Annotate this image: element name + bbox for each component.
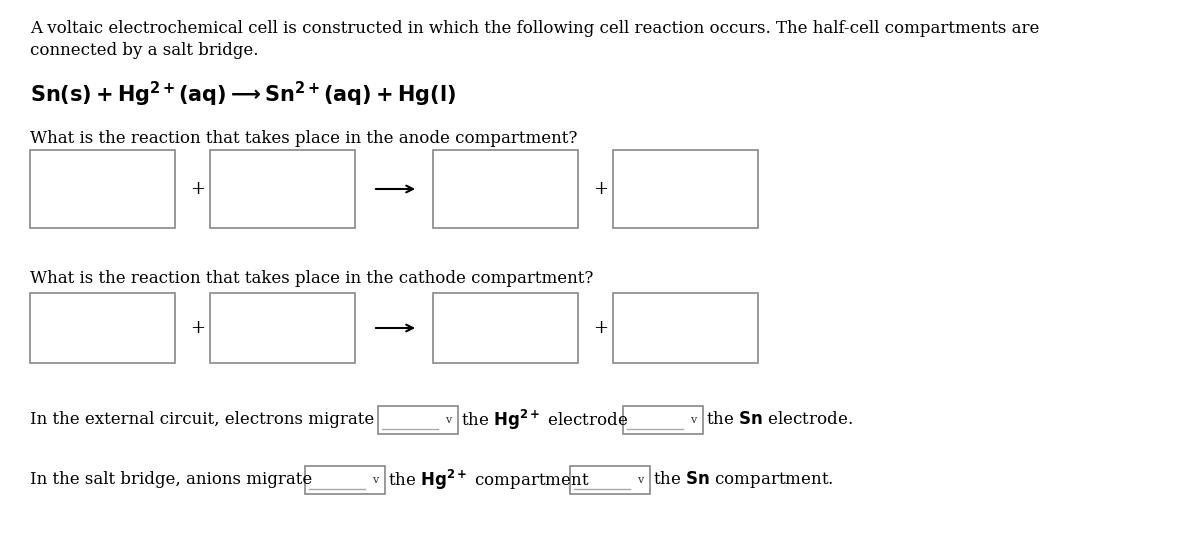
- Bar: [433, 150, 578, 228]
- Text: the $\mathbf{Sn}$ compartment.: the $\mathbf{Sn}$ compartment.: [653, 470, 834, 491]
- Text: In the external circuit, electrons migrate: In the external circuit, electrons migra…: [30, 411, 374, 428]
- Text: connected by a salt bridge.: connected by a salt bridge.: [30, 42, 258, 59]
- Text: What is the reaction that takes place in the cathode compartment?: What is the reaction that takes place in…: [30, 270, 593, 287]
- Bar: [30, 293, 175, 363]
- Text: +: +: [190, 180, 205, 198]
- Bar: [305, 466, 385, 494]
- Text: v: v: [372, 475, 378, 485]
- Text: v: v: [690, 415, 696, 425]
- Text: In the salt bridge, anions migrate: In the salt bridge, anions migrate: [30, 472, 312, 488]
- Text: +: +: [593, 319, 608, 337]
- Text: the $\mathbf{Hg^{2+}}$ electrode: the $\mathbf{Hg^{2+}}$ electrode: [461, 408, 629, 432]
- Text: A voltaic electrochemical cell is constructed in which the following cell reacti: A voltaic electrochemical cell is constr…: [30, 20, 1039, 37]
- Bar: [570, 466, 650, 494]
- Text: v: v: [445, 415, 451, 425]
- Bar: [613, 293, 758, 363]
- Bar: [433, 293, 578, 363]
- Text: the $\mathbf{Sn}$ electrode.: the $\mathbf{Sn}$ electrode.: [706, 411, 853, 428]
- Text: +: +: [593, 180, 608, 198]
- Bar: [30, 150, 175, 228]
- Text: What is the reaction that takes place in the anode compartment?: What is the reaction that takes place in…: [30, 130, 577, 147]
- Bar: [378, 406, 458, 434]
- Bar: [613, 150, 758, 228]
- Text: +: +: [190, 319, 205, 337]
- Text: the $\mathbf{Hg^{2+}}$ compartment: the $\mathbf{Hg^{2+}}$ compartment: [388, 468, 589, 492]
- Bar: [210, 293, 355, 363]
- Text: v: v: [637, 475, 643, 485]
- Bar: [623, 406, 703, 434]
- Bar: [210, 150, 355, 228]
- Text: $\mathbf{Sn(s) + Hg^{2+}(aq) \longrightarrow Sn^{2+}(aq) + Hg(l)}$: $\mathbf{Sn(s) + Hg^{2+}(aq) \longrighta…: [30, 80, 456, 109]
